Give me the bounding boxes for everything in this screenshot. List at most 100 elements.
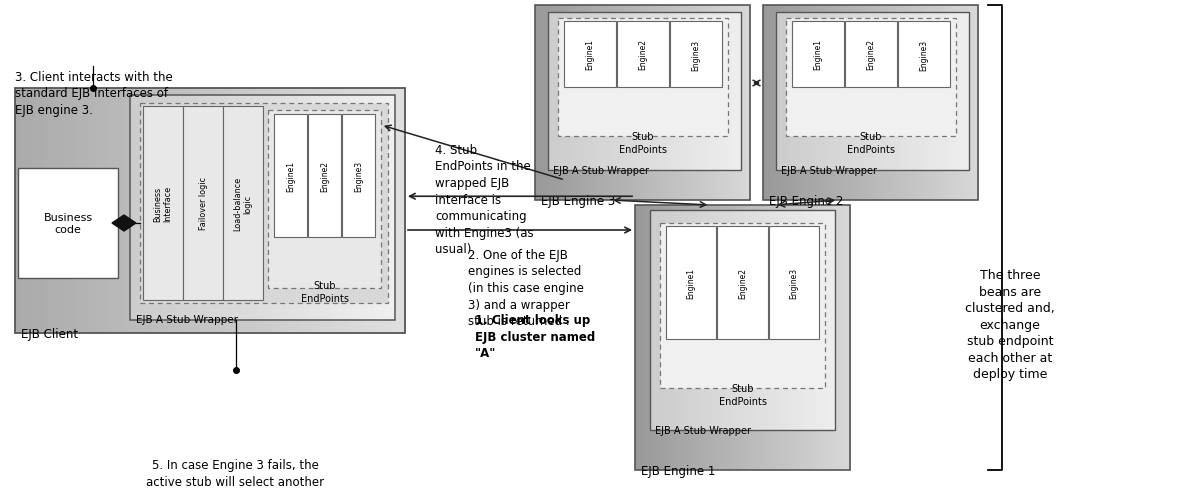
Bar	[836, 205, 840, 470]
Bar	[780, 6, 785, 201]
Bar	[689, 6, 693, 201]
Bar	[863, 6, 868, 201]
Bar	[809, 6, 814, 201]
Bar	[225, 89, 230, 333]
Bar	[904, 13, 907, 171]
Bar	[782, 205, 786, 470]
Bar	[800, 13, 803, 171]
Bar	[663, 205, 668, 470]
Bar	[686, 6, 689, 201]
Bar	[616, 22, 669, 88]
Bar	[93, 89, 98, 333]
Bar	[639, 6, 643, 201]
Bar	[329, 96, 334, 320]
Bar	[652, 13, 657, 171]
Bar	[342, 96, 347, 320]
Bar	[767, 205, 772, 470]
Bar	[777, 6, 782, 201]
Bar	[657, 6, 661, 201]
Bar	[275, 96, 280, 320]
Bar	[831, 6, 836, 201]
Bar	[621, 13, 626, 171]
Bar	[807, 13, 812, 171]
Bar	[739, 205, 743, 470]
Bar	[705, 210, 710, 430]
Bar	[632, 6, 636, 201]
Bar	[548, 13, 741, 171]
Bar	[819, 13, 822, 171]
Bar	[795, 13, 800, 171]
Bar	[724, 205, 729, 470]
Bar	[78, 89, 84, 333]
Bar	[795, 6, 800, 201]
Bar	[711, 6, 715, 201]
Bar	[136, 89, 142, 333]
Bar	[259, 89, 265, 333]
Bar	[703, 13, 706, 171]
Bar	[593, 6, 596, 201]
Bar	[915, 13, 919, 171]
Bar	[583, 13, 587, 171]
Bar	[906, 6, 911, 201]
Bar	[288, 96, 294, 320]
Bar	[633, 13, 637, 171]
Bar	[692, 205, 697, 470]
Bar	[928, 6, 932, 201]
Bar	[259, 96, 263, 320]
Bar	[789, 205, 794, 470]
Bar	[834, 13, 838, 171]
Bar	[192, 96, 196, 320]
Bar	[725, 6, 729, 201]
Bar	[754, 210, 758, 430]
Bar	[802, 6, 807, 201]
Bar	[223, 96, 227, 320]
Bar	[713, 210, 717, 430]
Bar	[895, 13, 900, 171]
Bar	[924, 6, 929, 201]
Bar	[205, 96, 209, 320]
Bar	[852, 6, 857, 201]
Bar	[575, 6, 578, 201]
Text: 3. Client interacts with the
standard EJB interfaces of
EJB engine 3.: 3. Client interacts with the standard EJ…	[16, 71, 172, 117]
Bar	[157, 96, 162, 320]
Text: Engine1: Engine1	[814, 40, 822, 70]
Bar	[579, 13, 583, 171]
Bar	[780, 13, 784, 171]
Bar	[371, 89, 376, 333]
Bar	[903, 6, 907, 201]
Bar	[946, 13, 950, 171]
Text: The three
beans are
clustered and,
exchange
stub endpoint
each other at
deploy t: The three beans are clustered and, excha…	[965, 268, 1055, 380]
Bar	[839, 205, 844, 470]
Bar	[953, 6, 956, 201]
Bar	[762, 6, 978, 201]
Bar	[342, 115, 375, 238]
Bar	[733, 6, 736, 201]
Bar	[709, 210, 713, 430]
Bar	[220, 89, 225, 333]
Bar	[132, 89, 138, 333]
Bar	[30, 89, 35, 333]
Bar	[559, 13, 564, 171]
Text: EJB A Stub Wrapper: EJB A Stub Wrapper	[136, 314, 238, 325]
Bar	[582, 6, 585, 201]
Bar	[760, 205, 765, 470]
Text: 1. Client looks up
EJB cluster named
"A": 1. Client looks up EJB cluster named "A"	[475, 313, 595, 359]
Text: 2. One of the EJB
engines is selected
(in this case engine
3) and a wrapper
stub: 2. One of the EJB engines is selected (i…	[468, 248, 584, 327]
Bar	[141, 89, 147, 333]
Bar	[881, 6, 886, 201]
Bar	[178, 96, 183, 320]
Bar	[707, 6, 711, 201]
Bar	[587, 13, 591, 171]
Bar	[838, 13, 843, 171]
Bar	[778, 205, 783, 470]
Bar	[735, 205, 740, 470]
Bar	[338, 96, 342, 320]
Text: 5. In case Engine 3 fails, the
active stub will select another
EndPoint of Engin: 5. In case Engine 3 fails, the active st…	[146, 458, 324, 488]
Bar	[699, 13, 703, 171]
Text: Engine2: Engine2	[320, 161, 329, 192]
Bar	[322, 89, 328, 333]
Bar	[910, 6, 915, 201]
Text: Stub
EndPoints: Stub EndPoints	[300, 281, 348, 303]
Bar	[241, 96, 245, 320]
Bar	[643, 6, 646, 201]
